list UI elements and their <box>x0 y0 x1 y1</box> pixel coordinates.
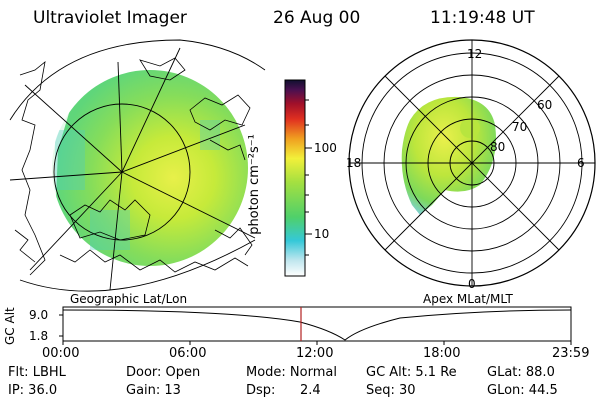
colorbar-unit-label: photon cm⁻²s⁻¹ <box>246 134 262 235</box>
alt-x-tick: 00:00 <box>42 346 80 361</box>
colorbar-tick-10: 10 <box>314 227 330 241</box>
glon-info: GLon: 44.5 <box>487 383 558 398</box>
ip-info: IP: 36.0 <box>8 383 58 398</box>
alt-axis-label: GC Alt <box>3 307 17 345</box>
geo-panel-label: Geographic Lat/Lon <box>70 292 188 306</box>
date-label: 26 Aug 00 <box>273 8 361 28</box>
dsp-value: 2.4 <box>300 383 321 398</box>
colorbar-scale <box>284 79 306 277</box>
mag-panel-label: Apex MLat/MLT <box>423 292 513 306</box>
alt-x-tick: 12:00 <box>296 346 334 361</box>
alt-x-tick: 18:00 <box>423 346 461 361</box>
altitude-curve <box>62 309 572 341</box>
mlat-70-label: 70 <box>512 120 528 134</box>
seq-info: Seq: 30 <box>366 383 416 398</box>
alt-x-tick: 06:00 <box>169 346 207 361</box>
mag-grid <box>348 39 596 287</box>
alt-y-bottom: 1.8 <box>29 329 49 343</box>
mlat-60-label: 60 <box>537 98 553 112</box>
mode-info: Mode: Normal <box>246 365 337 380</box>
gain-info: Gain: 13 <box>126 383 181 398</box>
geo-aurora-image <box>52 70 248 266</box>
coastlines <box>14 57 253 276</box>
door-info: Door: Open <box>126 365 201 380</box>
magnetic-polar-plot <box>348 39 596 287</box>
mlt-12-label: 12 <box>467 47 483 61</box>
dsp-label: Dsp: <box>246 383 276 398</box>
mlt-0-label: 0 <box>468 277 476 291</box>
altitude-plot-frame <box>62 306 572 342</box>
alt-y-top: 9.0 <box>29 308 49 322</box>
altitude-plot <box>59 306 572 345</box>
mlt-6-label: 6 <box>577 156 585 170</box>
alt-x-tick: 23:59 <box>552 346 590 361</box>
geo-grid <box>9 39 266 292</box>
gc-alt-info: GC Alt: 5.1 Re <box>366 365 457 380</box>
mlt-18-label: 18 <box>346 156 362 170</box>
colorbar-tick-100: 100 <box>314 141 337 155</box>
colorbar <box>284 79 312 277</box>
filter-info: Flt: LBHL <box>8 365 66 380</box>
instrument-title: Ultraviolet Imager <box>33 8 187 28</box>
time-label: 11:19:48 UT <box>430 8 535 28</box>
mlat-80-label: 80 <box>490 140 506 154</box>
glat-info: GLat: 88.0 <box>487 365 555 380</box>
geographic-map <box>9 39 266 292</box>
